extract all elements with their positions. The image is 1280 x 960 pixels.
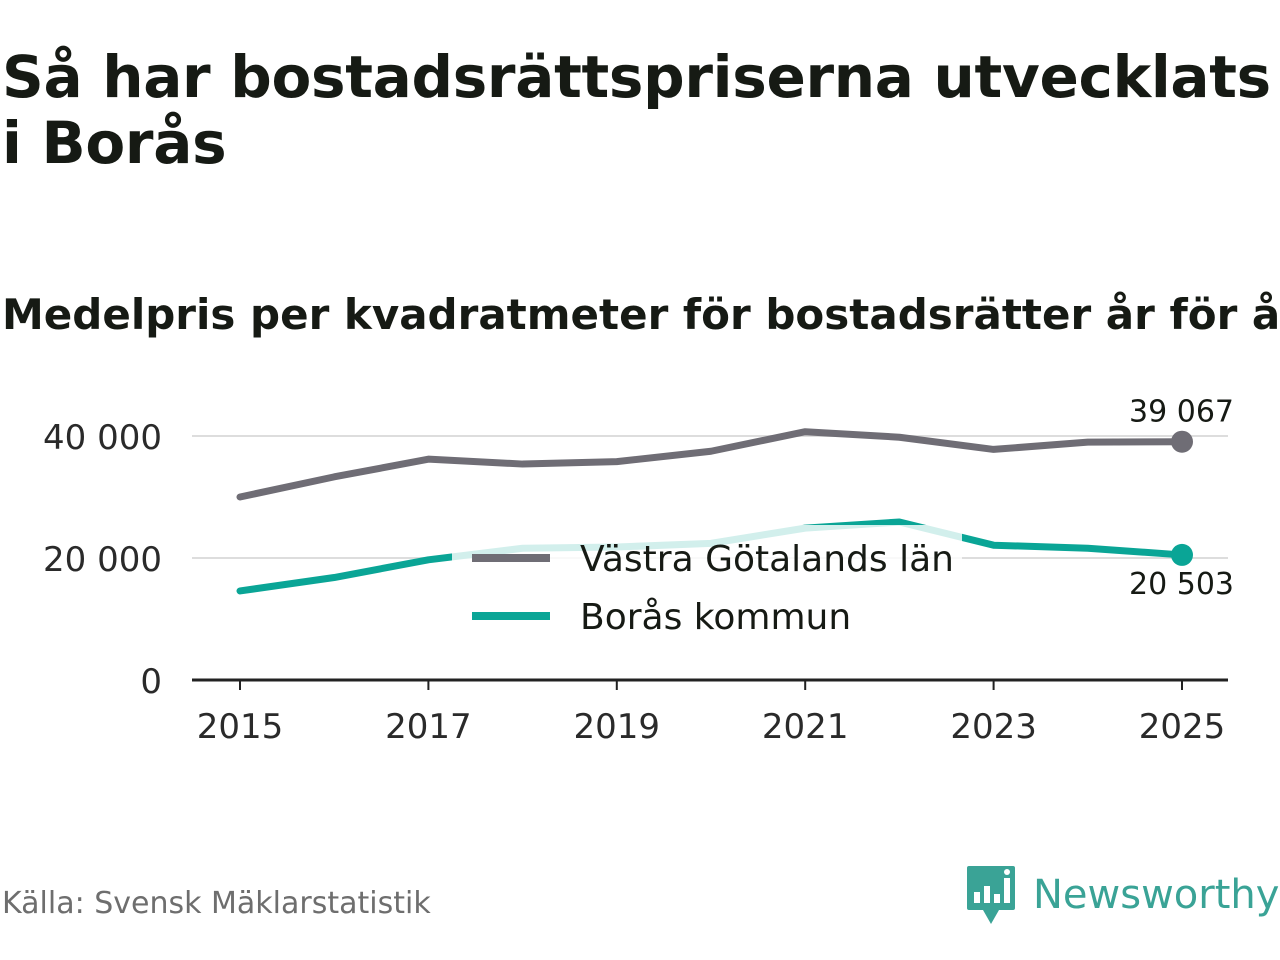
x-tick-label: 2023: [950, 707, 1037, 747]
end-value-label: 20 503: [1129, 567, 1234, 602]
y-tick-label: 40 000: [43, 418, 162, 458]
x-tick-label: 2019: [574, 707, 661, 747]
y-tick-label: 0: [140, 662, 162, 702]
legend-label: Västra Götalands län: [580, 539, 954, 580]
line-chart: 0 20 000 40 000 2015 2017 2019 2021 2023 2025 V…: [43, 395, 1234, 747]
source-note: Källa: Svensk Mäklarstatistik: [2, 886, 431, 921]
chart-title: Så har bostadsrättspriserna utvecklats i…: [2, 43, 1271, 177]
end-value-label: 39 067: [1129, 395, 1234, 430]
newsworthy-logo[interactable]: Newsworthy: [965, 864, 1279, 926]
series-line: [236, 428, 1186, 501]
x-tick-label: 2015: [197, 707, 284, 747]
newsworthy-logo-text: Newsworthy: [1033, 872, 1280, 918]
chart-subtitle: Medelpris per kvadratmeter för bostadsrä…: [2, 290, 1280, 339]
end-marker: [1171, 430, 1193, 453]
x-tick-label: 2025: [1139, 707, 1226, 747]
legend-label: Borås kommun: [580, 597, 851, 638]
end-marker: [1171, 543, 1193, 566]
legend-background: [452, 525, 962, 643]
y-tick-label: 20 000: [43, 540, 162, 580]
x-axis: 2015 2017 2019 2021 2023 2025: [192, 678, 1228, 747]
legend: Västra Götalands län Borås kommun: [452, 525, 962, 643]
newsworthy-logo-icon: [967, 866, 1015, 924]
x-tick-label: 2017: [385, 707, 472, 747]
x-tick-label: 2021: [762, 707, 849, 747]
end-markers: 39 067 20 503: [1129, 395, 1234, 602]
y-axis-ticks: 0 20 000 40 000: [43, 418, 162, 702]
